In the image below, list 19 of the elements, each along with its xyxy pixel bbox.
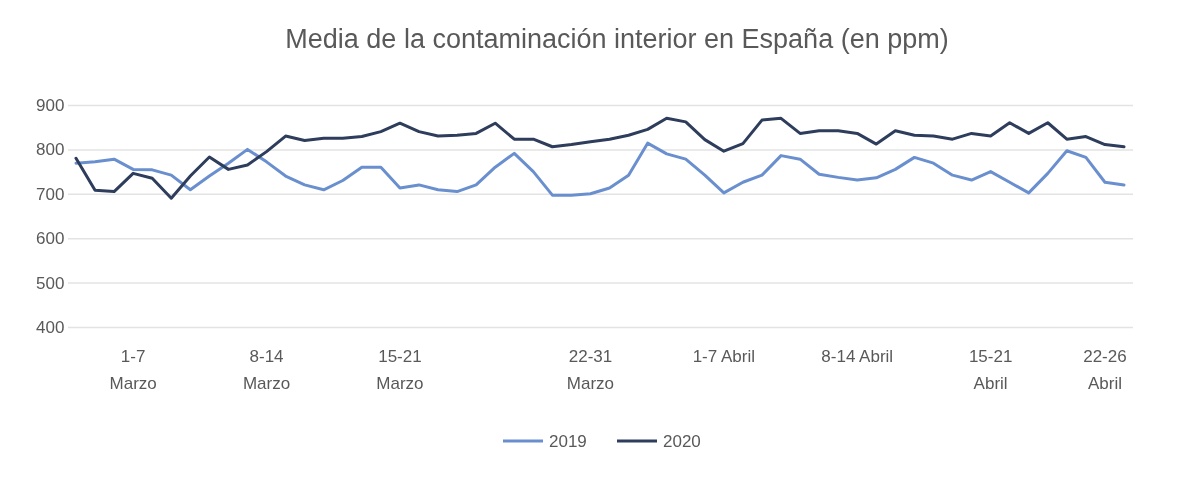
x-tick-label: 8-14 Marzo (242, 347, 291, 393)
x-tick-label: 15-21 Marzo (376, 347, 424, 393)
legend-label: 2020 (663, 432, 701, 451)
x-tick-label: 22-31 Marzo (566, 347, 615, 393)
x-tick-label: 1-7 Abril (692, 347, 756, 366)
y-tick-label: 600 (36, 229, 65, 249)
x-tick-label: 8-14 Abril (821, 347, 894, 366)
x-tick-label: 1-7 Marzo (109, 347, 157, 393)
line-series (74, 141, 1126, 197)
y-tick-label: 900 (36, 95, 65, 115)
y-tick-label: 500 (36, 273, 65, 293)
chart-title: Media de la contaminación interior en España (en ppm) (285, 24, 949, 54)
y-tick-label: 700 (36, 184, 65, 204)
x-tick-label: 22-26 Abril (1083, 347, 1127, 393)
x-tick-label: 15-21 Abril (968, 347, 1013, 393)
legend-label: 2019 (549, 432, 587, 451)
line-series (74, 116, 1126, 200)
y-tick-label: 800 (36, 140, 65, 160)
y-tick-label: 400 (36, 317, 65, 337)
